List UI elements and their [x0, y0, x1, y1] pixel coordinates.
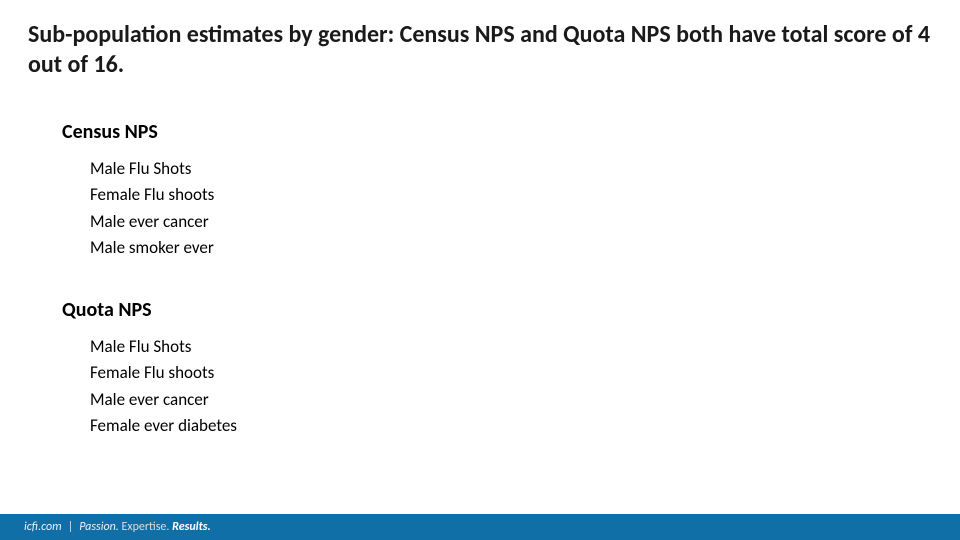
- list-item: Female Flu shoots: [62, 360, 237, 386]
- footer-passion: Passion.: [79, 520, 119, 534]
- footer-expertise: Expertise.: [122, 520, 170, 534]
- footer-separator: |: [68, 520, 74, 534]
- list-item: Male Flu Shots: [62, 334, 237, 360]
- list-item: Male ever cancer: [62, 209, 214, 235]
- quota-heading: Quota NPS: [62, 298, 237, 322]
- list-item: Male Flu Shots: [62, 156, 214, 182]
- quota-section: Quota NPS Male Flu Shots Female Flu shoo…: [62, 298, 237, 439]
- census-section: Census NPS Male Flu Shots Female Flu sho…: [62, 120, 214, 261]
- list-item: Female Flu shoots: [62, 182, 214, 208]
- footer-domain: icfi.com: [24, 520, 62, 534]
- footer-results: Results.: [172, 520, 211, 534]
- list-item: Male smoker ever: [62, 235, 214, 261]
- slide-title: Sub-population estimates by gender: Cens…: [28, 20, 932, 80]
- census-heading: Census NPS: [62, 120, 214, 144]
- list-item: Female ever diabetes: [62, 413, 237, 439]
- list-item: Male ever cancer: [62, 387, 237, 413]
- footer-bar: icfi.com | Passion. Expertise. Results.: [0, 514, 960, 540]
